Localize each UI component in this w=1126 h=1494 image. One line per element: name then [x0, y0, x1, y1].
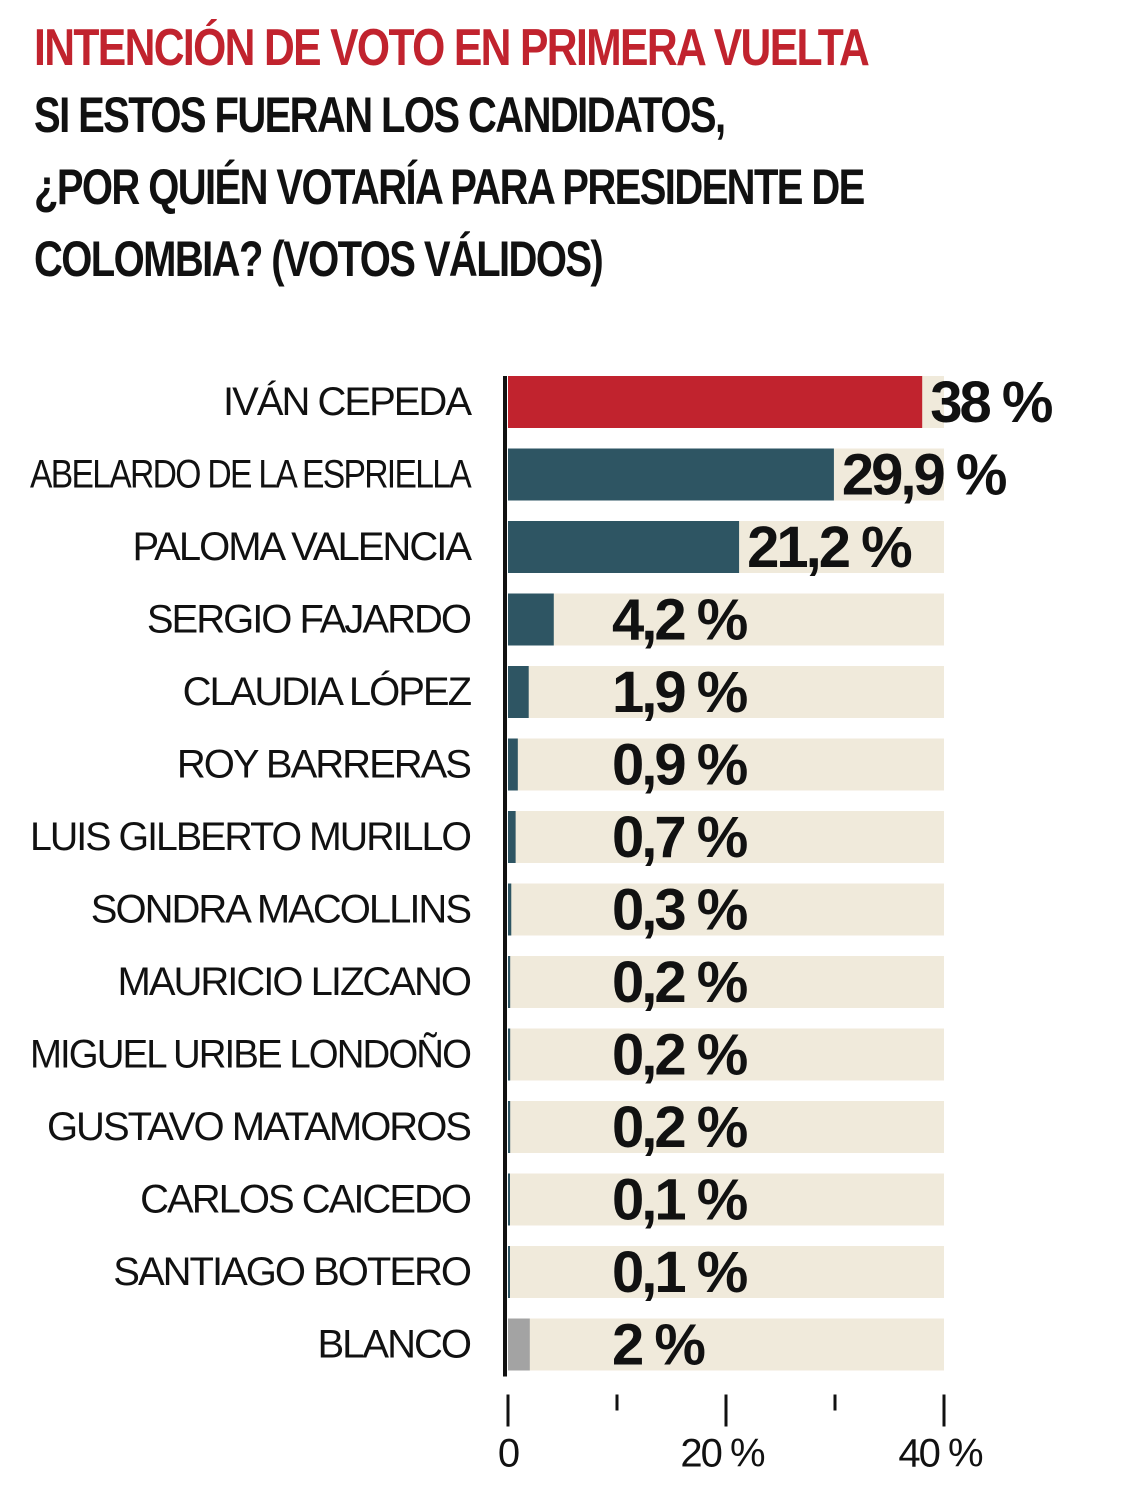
chart-title: INTENCIÓN DE VOTO EN PRIMERA VUELTA	[34, 19, 870, 77]
chart-subtitle-line-2: ¿POR QUIÉN VOTARÍA PARA PRESIDENTE DE	[34, 159, 865, 215]
value-label: 1,9 %	[612, 660, 748, 725]
value-label: 21,2 %	[747, 515, 912, 580]
category-label: ROY BARRERAS	[177, 743, 470, 787]
bar	[508, 1318, 530, 1371]
chart-subtitle-line-1: SI ESTOS FUERAN LOS CANDIDATOS,	[34, 87, 726, 143]
bar	[508, 1246, 510, 1298]
category-labels: IVÁN CEPEDA ABELARDO DE LA ESPRIELLA PALOM…	[30, 379, 474, 1367]
bar	[508, 666, 529, 718]
bars	[508, 376, 923, 1371]
value-label: 4,2 %	[612, 588, 748, 653]
bar	[508, 1028, 511, 1081]
bar-track	[508, 956, 944, 1008]
bar	[508, 521, 740, 573]
bar-track	[508, 1028, 944, 1081]
chart-subtitle-line-3: COLOMBIA? (VOTOS VÁLIDOS)	[34, 231, 604, 287]
value-label: 0,1 %	[612, 1168, 748, 1233]
value-label: 29,9 %	[842, 443, 1007, 508]
category-label: PALOMA VALENCIA	[132, 525, 472, 569]
bar-track	[508, 1318, 944, 1371]
value-label: 0,2 %	[612, 1095, 748, 1160]
bar	[508, 883, 512, 936]
bar-track	[508, 1173, 944, 1226]
value-label: 0,1 %	[612, 1240, 748, 1305]
value-label: 38 %	[930, 370, 1053, 435]
bar-track	[508, 1101, 944, 1153]
category-label: IVÁN CEPEDA	[223, 379, 472, 424]
category-label: CARLOS CAICEDO	[140, 1178, 471, 1222]
bar-track	[508, 1246, 944, 1298]
x-tick-label: 40 %	[898, 1432, 983, 1476]
bar-track	[508, 811, 944, 863]
x-tick-label: 20 %	[680, 1432, 765, 1476]
bar	[508, 811, 516, 863]
value-label: 0,2 %	[612, 1023, 748, 1088]
category-label: SERGIO FAJARDO	[147, 598, 471, 642]
category-label: MIGUEL URIBE LONDOÑO	[30, 1032, 471, 1077]
bar	[508, 593, 554, 646]
bar	[508, 1101, 511, 1153]
value-label: 0,2 %	[612, 950, 748, 1015]
value-label: 0,9 %	[612, 733, 748, 798]
value-label: 0,3 %	[612, 878, 748, 943]
bar-tracks	[508, 376, 944, 1371]
bar-track	[508, 883, 944, 936]
value-label: 2 %	[612, 1313, 705, 1378]
category-label: SONDRA MACOLLINS	[91, 888, 471, 932]
bar	[508, 1173, 510, 1226]
x-axis-ticks: 0 20 % 40 %	[498, 1394, 985, 1476]
bar-track	[508, 666, 944, 718]
category-label: CLAUDIA LÓPEZ	[183, 669, 472, 714]
category-label: MAURICIO LIZCANO	[118, 960, 471, 1004]
bar-chart: IVÁN CEPEDA ABELARDO DE LA ESPRIELLA PALOM…	[30, 370, 1056, 1476]
bar-track	[508, 738, 944, 791]
category-label: LUIS GILBERTO MURILLO	[30, 815, 471, 859]
x-tick-label: 0	[498, 1432, 519, 1476]
category-label: ABELARDO DE LA ESPRIELLA	[30, 453, 472, 497]
bar	[508, 448, 834, 501]
bar	[508, 956, 511, 1008]
value-labels: 38 % 29,9 % 21,2 % 4,2 % 1,9 % 0,9 % 0,7 % 0,3 …	[612, 370, 1056, 1378]
category-label: BLANCO	[318, 1323, 471, 1367]
category-label: GUSTAVO MATAMOROS	[47, 1105, 470, 1149]
category-label: SANTIAGO BOTERO	[113, 1250, 471, 1294]
bar	[508, 376, 923, 428]
bar-track	[508, 593, 944, 646]
value-label: 0,7 %	[612, 805, 748, 870]
bar	[508, 738, 518, 791]
